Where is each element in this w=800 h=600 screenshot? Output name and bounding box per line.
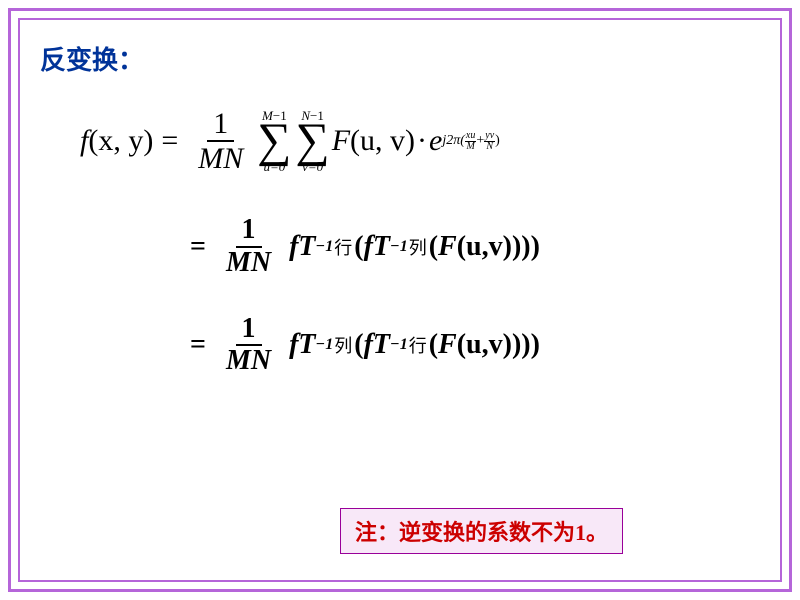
eq2-sub-row: 行 [334, 234, 352, 260]
equation-2: = 1 MN fT −1 行 ( fT −1 列 ( F (u,v) ))) [190, 215, 760, 279]
eq1-frac-den: MN [192, 142, 249, 175]
sigma-icon: ∑ [295, 122, 329, 160]
note-box: 注：逆变换的系数不为1。 [340, 508, 623, 554]
equation-3: = 1 MN fT −1 列 ( fT −1 行 ( F (u,v) ))) [190, 314, 760, 378]
slide-title: 反变换： [40, 40, 760, 77]
eq2-equals: = [190, 231, 206, 263]
eq3-sub-row: 行 [409, 332, 427, 358]
eq3-equals: = [190, 329, 206, 361]
eq1-sigma1: M−1 ∑ u=0 [257, 109, 291, 173]
eq2-F: F [438, 231, 457, 263]
eq3-fT1: fT [289, 329, 315, 361]
equation-block: f (x, y) = 1 MN M−1 ∑ u=0 N−1 ∑ v=0 F (u… [80, 107, 760, 377]
eq2-fT1: fT [289, 231, 315, 263]
eq2-sub-col: 列 [409, 234, 427, 260]
eq1-F-args: (u, v) [350, 124, 415, 158]
eq1-equals: = [161, 124, 178, 158]
equation-1: f (x, y) = 1 MN M−1 ∑ u=0 N−1 ∑ v=0 F (u… [80, 107, 760, 175]
eq1-frac-num: 1 [207, 107, 234, 142]
eq1-sigma2-bot: v=0 [302, 160, 323, 173]
eq1-f: f [80, 124, 88, 158]
eq1-F: F [332, 124, 350, 158]
eq3-fT2: fT [364, 329, 390, 361]
eq1-exp-frac2: yv N [484, 131, 495, 152]
eq1-sigma2: N−1 ∑ v=0 [295, 109, 329, 173]
eq2-frac: 1 MN [220, 215, 277, 279]
eq2-fT2: fT [364, 231, 390, 263]
eq1-sigma1-bot: u=0 [263, 160, 285, 173]
slide-content: 反变换： f (x, y) = 1 MN M−1 ∑ u=0 N−1 ∑ v=0… [40, 40, 760, 560]
eq1-e: e [429, 124, 442, 158]
eq1-exp-frac1: xu M [465, 131, 476, 152]
eq3-frac: 1 MN [220, 314, 277, 378]
eq3-sub-col: 列 [334, 332, 352, 358]
eq3-F: F [438, 329, 457, 361]
eq1-exponent: j2π( xu M + yv N ) [442, 131, 500, 152]
eq1-frac: 1 MN [192, 107, 249, 175]
eq1-args: (x, y) [88, 124, 153, 158]
sigma-icon: ∑ [257, 122, 291, 160]
eq1-dot: · [417, 124, 427, 158]
